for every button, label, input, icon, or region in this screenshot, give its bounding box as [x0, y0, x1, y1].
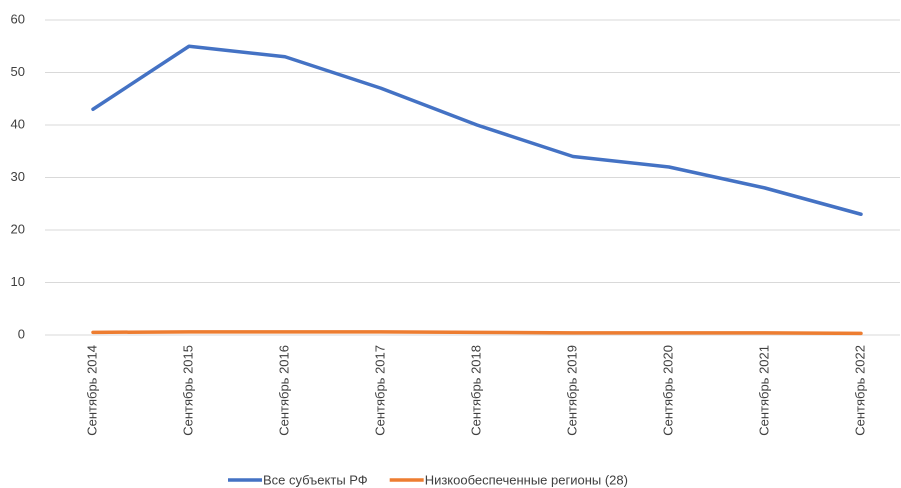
series-line — [91, 44, 863, 216]
x-tick-label: Сентябрь 2018 — [468, 345, 483, 436]
y-tick-label: 20 — [11, 221, 25, 236]
x-tick-label: Сентябрь 2014 — [84, 345, 99, 436]
y-tick-label: 40 — [11, 116, 25, 131]
y-tick-label: 30 — [11, 169, 25, 184]
y-tick-label: 60 — [11, 11, 25, 26]
legend-label: Все субъекты РФ — [263, 472, 368, 487]
x-tick-label: Сентябрь 2015 — [180, 345, 195, 436]
series-line — [91, 330, 863, 336]
x-tick-label: Сентябрь 2021 — [756, 345, 771, 436]
y-tick-label: 50 — [11, 64, 25, 79]
y-tick-label: 10 — [11, 274, 25, 289]
x-tick-label: Сентябрь 2022 — [852, 345, 867, 436]
x-tick-label: Сентябрь 2020 — [660, 345, 675, 436]
y-tick-label: 0 — [18, 326, 25, 341]
x-tick-label: Сентябрь 2019 — [564, 345, 579, 436]
x-tick-label: Сентябрь 2016 — [276, 345, 291, 436]
legend-label: Низкообеспеченные регионы (28) — [425, 472, 628, 487]
x-tick-label: Сентябрь 2017 — [372, 345, 387, 436]
